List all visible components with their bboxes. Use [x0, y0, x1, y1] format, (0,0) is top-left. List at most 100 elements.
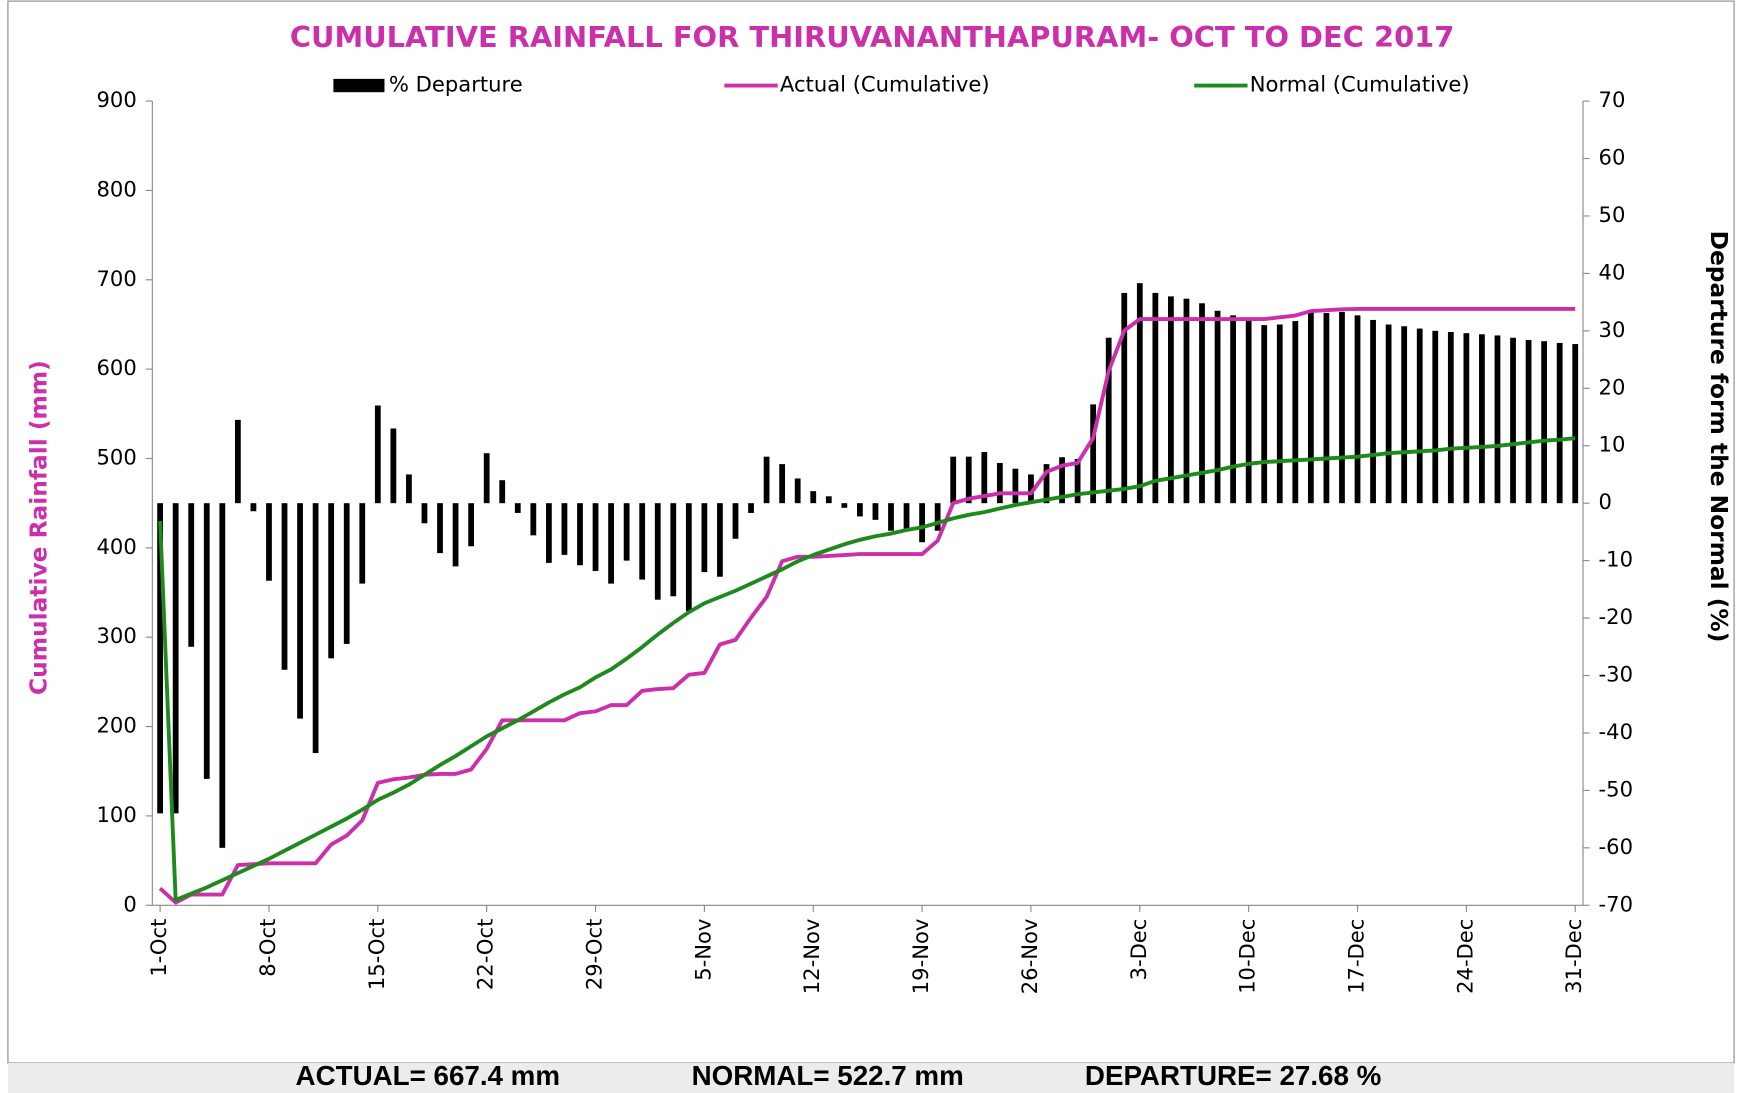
- y2-tick-label: 30: [1599, 317, 1626, 342]
- bar: [1307, 311, 1314, 504]
- bar: [499, 480, 506, 504]
- legend-label: Actual (Cumulative): [780, 72, 990, 97]
- bar: [1012, 468, 1019, 504]
- bar: [1494, 335, 1501, 504]
- bar: [1525, 340, 1532, 504]
- y2-axis-label: Departure form the Normal (%): [1705, 231, 1732, 643]
- bar: [545, 503, 552, 563]
- x-tick-label: 19-Nov: [908, 919, 933, 995]
- legend-label: % Departure: [389, 72, 523, 97]
- bar: [981, 452, 988, 504]
- bar: [872, 503, 879, 520]
- x-tick-label: 3-Dec: [1126, 919, 1151, 981]
- bar: [468, 503, 475, 547]
- bar: [157, 503, 163, 814]
- bar: [717, 503, 723, 577]
- bar: [1074, 458, 1081, 504]
- x-tick-label: 8-Oct: [255, 919, 280, 977]
- y-tick-label: 200: [97, 713, 137, 738]
- bar: [234, 419, 241, 504]
- summary-actual: ACTUAL= 667.4 mm: [296, 1060, 560, 1091]
- bar: [965, 456, 972, 504]
- y2-tick-label: -70: [1599, 891, 1633, 916]
- x-tick-label: 10-Dec: [1235, 919, 1260, 994]
- bar: [203, 503, 210, 779]
- bar: [452, 503, 459, 567]
- bar: [763, 456, 770, 504]
- y-tick-label: 700: [97, 266, 137, 291]
- bar: [1121, 292, 1128, 504]
- y2-tick-label: 60: [1599, 145, 1626, 170]
- bar: [732, 503, 739, 539]
- bar: [685, 503, 692, 612]
- bar: [1323, 313, 1330, 504]
- y-axis-label: Cumulative Rainfall (mm): [26, 360, 53, 695]
- bar: [1541, 341, 1548, 504]
- bar: [1028, 474, 1034, 504]
- y2-tick-label: -50: [1599, 776, 1633, 801]
- y2-tick-label: -60: [1599, 834, 1633, 859]
- bar: [577, 503, 583, 566]
- bar: [1572, 344, 1579, 504]
- bar: [1479, 334, 1485, 504]
- bar: [608, 503, 614, 584]
- bar: [561, 503, 568, 555]
- legend-swatch: [333, 78, 385, 93]
- bar: [390, 428, 397, 504]
- y2-tick-label: 10: [1599, 432, 1626, 457]
- bar: [841, 503, 848, 508]
- bar: [950, 456, 957, 504]
- bar: [1447, 332, 1454, 504]
- bar: [297, 503, 303, 719]
- x-tick-label: 26-Nov: [1017, 919, 1042, 995]
- bar: [996, 462, 1003, 504]
- bar: [437, 503, 443, 554]
- bar: [1136, 283, 1143, 504]
- bar: [406, 474, 412, 504]
- y2-tick-label: -40: [1599, 719, 1633, 744]
- y2-tick-label: 0: [1599, 489, 1612, 514]
- bar: [359, 503, 366, 584]
- x-tick-label: 29-Oct: [582, 919, 607, 991]
- bar: [530, 503, 537, 536]
- bar: [1059, 457, 1065, 504]
- bar: [374, 405, 381, 504]
- y2-tick-label: -20: [1599, 604, 1633, 629]
- bar: [1339, 311, 1345, 504]
- bar: [1152, 292, 1159, 504]
- line: [158, 436, 1576, 902]
- bar: [1370, 319, 1376, 504]
- x-tick-label: 24-Dec: [1452, 919, 1477, 994]
- x-tick-label: 5-Nov: [690, 919, 715, 981]
- x-tick-label: 15-Oct: [364, 919, 389, 991]
- y2-tick-label: 20: [1599, 374, 1626, 399]
- y-tick-label: 400: [97, 534, 137, 559]
- bar: [857, 503, 863, 517]
- x-tick-label: 1-Oct: [146, 919, 171, 977]
- bar: [219, 503, 226, 848]
- y-tick-label: 900: [97, 87, 137, 112]
- bar: [421, 503, 428, 524]
- bar: [623, 503, 630, 561]
- x-tick-label: 12-Nov: [799, 919, 824, 995]
- x-tick-label: 17-Dec: [1344, 919, 1369, 994]
- footer-band: [7, 1063, 1735, 1093]
- bar: [1416, 328, 1423, 504]
- bar: [888, 503, 894, 531]
- bar: [1556, 342, 1563, 504]
- bar: [670, 503, 677, 597]
- bar: [266, 503, 272, 581]
- bar: [312, 503, 319, 754]
- bar: [514, 503, 521, 513]
- bar: [1292, 321, 1299, 504]
- line: [158, 306, 1576, 905]
- bar: [654, 503, 661, 600]
- bar: [250, 503, 257, 512]
- chart-title: CUMULATIVE RAINFALL FOR THIRUVANANTHAPUR…: [290, 20, 1455, 54]
- bar: [779, 464, 786, 504]
- y2-tick-label: 70: [1599, 87, 1626, 112]
- y-tick-label: 300: [97, 623, 137, 648]
- y-tick-label: 100: [97, 802, 137, 827]
